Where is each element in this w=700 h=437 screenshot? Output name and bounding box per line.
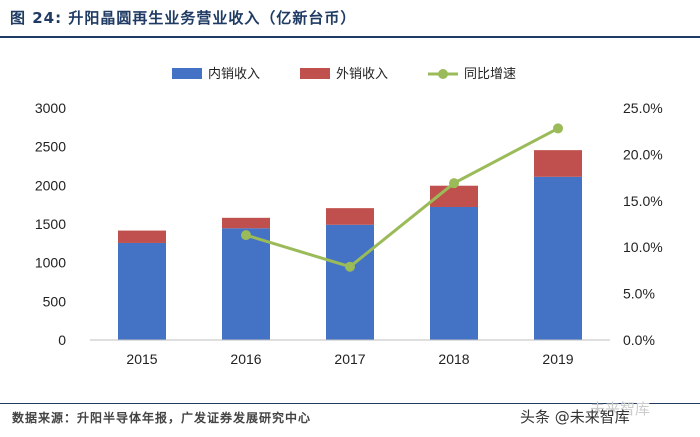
- legend-label-export: 外销收入: [336, 66, 388, 81]
- source-note: 数据来源：升阳半导体年报，广发证券发展研究中心: [12, 411, 312, 425]
- bar-export: [534, 150, 582, 177]
- bar-domestic: [534, 176, 582, 340]
- y2-tick-label: 0.0%: [623, 332, 655, 348]
- growth-point: [241, 230, 251, 241]
- y-tick-label: 0: [58, 332, 66, 348]
- y-tick-label: 1000: [35, 255, 66, 271]
- x-tick-label: 2015: [126, 351, 157, 367]
- y-tick-label: 1500: [35, 216, 66, 232]
- legend-swatch-export: [300, 68, 330, 79]
- legend-label-growth: 同比增速: [464, 66, 516, 81]
- y-tick-label: 2500: [35, 139, 66, 155]
- bar-domestic: [222, 228, 270, 340]
- watermark-background: 未来智库: [590, 400, 651, 418]
- footer-divider: [0, 403, 700, 404]
- x-tick-label: 2017: [334, 351, 365, 367]
- revenue-chart: 0 500 1000 1500 2000 2500 3000 0.0% 5.0% 10.0% 15.…: [35, 66, 663, 367]
- bar-export: [118, 230, 166, 243]
- y-tick-label: 500: [43, 293, 67, 309]
- y2-tick-label: 10.0%: [623, 239, 663, 255]
- y2-tick-label: 25.0%: [623, 100, 663, 116]
- y2-tick-label: 5.0%: [623, 286, 655, 302]
- growth-point: [553, 123, 563, 134]
- bar-domestic: [326, 224, 374, 340]
- y2-tick-label: 20.0%: [623, 146, 663, 162]
- title-divider: [0, 36, 700, 38]
- bar-export: [222, 217, 270, 229]
- bar-domestic: [430, 206, 478, 340]
- watermark: 头条 @未来智库: [520, 408, 630, 426]
- x-tick-label: 2018: [438, 351, 469, 367]
- growth-line: [245, 127, 559, 269]
- growth-point: [449, 178, 459, 189]
- y2-tick-label: 15.0%: [623, 193, 663, 209]
- legend-marker-growth: [438, 69, 448, 79]
- y-tick-label: 2000: [35, 177, 66, 193]
- x-tick-label: 2016: [230, 351, 261, 367]
- figure-title: 图 24: 升阳晶圆再生业务营业收入（亿新台币）: [10, 9, 357, 27]
- growth-point: [345, 261, 355, 272]
- figure-title-bar: 图 24: 升阳晶圆再生业务营业收入（亿新台币）: [0, 0, 700, 36]
- bar-export: [326, 208, 374, 225]
- x-tick-label: 2019: [542, 351, 573, 367]
- y-tick-label: 3000: [35, 100, 66, 116]
- bar-domestic: [118, 242, 166, 340]
- legend-label-domestic: 内销收入: [208, 66, 260, 81]
- legend-swatch-domestic: [172, 68, 202, 79]
